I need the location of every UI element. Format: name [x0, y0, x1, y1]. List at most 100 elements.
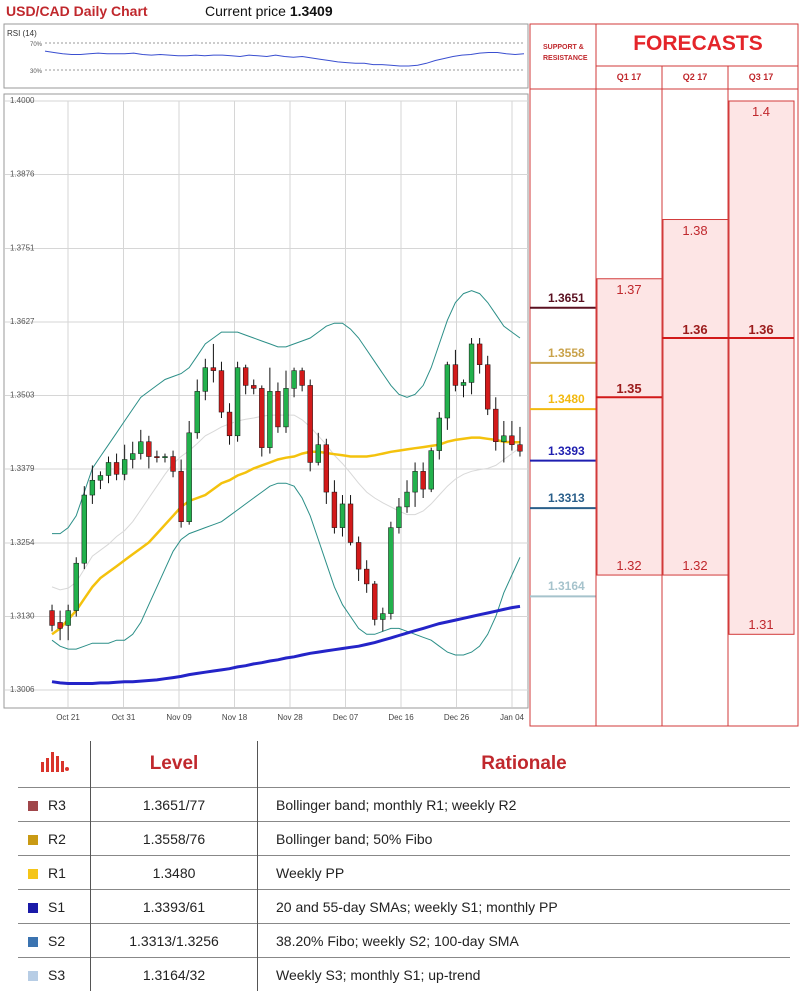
level-rationale: 38.20% Fibo; weekly S2; 100-day SMA — [257, 923, 790, 958]
forecast-ranges — [596, 100, 795, 635]
sr-level-label: 1.3558 — [548, 345, 585, 360]
candle-down — [476, 343, 483, 365]
candle-down — [485, 364, 491, 410]
table-header: Level Rationale — [18, 741, 790, 788]
rsi-line — [44, 50, 525, 67]
sr-level-label: 1.3480 — [548, 392, 585, 407]
candle-up — [404, 491, 410, 508]
candle-down — [49, 610, 55, 626]
level-name: R2 — [48, 830, 66, 847]
table-row: S3 1.3164/32 Weekly S3; monthly S1; up-tre… — [18, 957, 790, 991]
level-value: 1.3164/32 — [90, 957, 258, 991]
forecast-high-value: 1.37 — [616, 281, 642, 297]
y-tick-label: 1.3379 — [10, 464, 35, 473]
forecast-mid-value: 1.35 — [616, 381, 642, 397]
current-price: Current price 1.3409 — [205, 3, 333, 19]
candle-down — [113, 462, 120, 475]
level-value: 1.3313/1.3256 — [90, 923, 258, 958]
y-axis: 1.4000 1.3876 1.3751 1.3627 1.3503 1.3379 1.32… — [10, 96, 35, 694]
x-tick-label: Nov 28 — [277, 713, 303, 722]
level-swatch — [28, 868, 38, 879]
level-swatch — [28, 936, 38, 947]
bars-icon — [18, 741, 91, 788]
level-value: 1.3558/76 — [90, 821, 258, 856]
quarter-label-q2: Q2 17 — [682, 72, 708, 82]
candle-down — [493, 408, 499, 442]
forecast-range — [596, 278, 663, 576]
candle-up — [65, 610, 71, 626]
price-panel — [3, 93, 529, 709]
candle-up — [315, 444, 321, 463]
candle-down — [452, 364, 459, 386]
table-row: R2 1.3558/76 Bollinger band; 50% Fibo — [18, 821, 790, 856]
level-name: S2 — [48, 932, 66, 949]
candle-down — [154, 456, 160, 458]
candle-down — [420, 471, 426, 490]
candle-down — [299, 370, 305, 386]
candle-up — [234, 367, 241, 437]
level-name-cell: R2 — [18, 821, 91, 856]
level-swatch — [28, 800, 38, 811]
sr-level-label: 1.3313 — [548, 491, 585, 506]
candle-up — [444, 364, 451, 419]
forecast-low-value: 1.32 — [616, 558, 642, 574]
x-tick-label: Dec 07 — [333, 713, 359, 722]
level-name-cell: S2 — [18, 923, 91, 958]
forecast-mid-value: 1.36 — [748, 322, 774, 338]
sr-level-label: 1.3651 — [548, 290, 585, 305]
candle-up — [267, 391, 273, 448]
rationale-header: Rationale — [257, 741, 790, 788]
level-rationale: 20 and 55-day SMAs; weekly S1; monthly P… — [257, 889, 790, 924]
candle-up — [130, 453, 136, 460]
candle-up — [138, 441, 144, 454]
candle-down — [275, 391, 281, 428]
candles — [49, 338, 523, 641]
table-row: S1 1.3393/61 20 and 55-day SMAs; weekly S1… — [18, 889, 790, 924]
candle-down — [210, 367, 217, 371]
chart-svg: RSI (14) 70% 30% 1.4000 1.3876 1.3751 1.362… — [3, 23, 799, 727]
sma-55-line — [51, 436, 520, 636]
rsi-upper-label: 70% — [30, 42, 43, 48]
candle-up — [89, 479, 96, 496]
level-rationale: Weekly PP — [257, 855, 790, 890]
level-name: R1 — [48, 864, 66, 881]
bollinger-lower-line — [51, 482, 521, 656]
level-value: 1.3393/61 — [90, 889, 258, 924]
candle-up — [460, 382, 467, 386]
bollinger-upper-line — [52, 290, 521, 535]
candle-down — [517, 444, 523, 452]
forecast-range — [728, 100, 795, 635]
candle-down — [355, 542, 362, 570]
candle-up — [291, 370, 297, 389]
candle-up — [339, 503, 346, 528]
candle-down — [259, 388, 265, 448]
candle-up — [283, 388, 289, 428]
y-tick-label: 1.3503 — [10, 391, 35, 400]
forecast-high-value: 1.38 — [682, 222, 708, 238]
candle-up — [388, 527, 394, 614]
candle-down — [372, 583, 378, 620]
chart-title: USD/CAD Daily Chart — [6, 3, 148, 19]
y-tick-label: 1.3627 — [10, 317, 35, 326]
candle-down — [347, 503, 354, 543]
candle-up — [97, 475, 104, 481]
sr-level-label: 1.3164 — [548, 579, 585, 594]
candle-up — [501, 435, 507, 442]
table-row: S2 1.3313/1.3256 38.20% Fibo; weekly S2; 1… — [18, 923, 790, 958]
candle-up — [186, 432, 192, 522]
level-name: S3 — [48, 966, 66, 983]
candle-down — [226, 411, 233, 437]
candle-down — [178, 471, 184, 522]
candle-down — [218, 370, 225, 413]
y-tick-label: 1.3006 — [10, 685, 35, 694]
candle-up — [121, 459, 128, 475]
candle-up — [428, 450, 434, 490]
candle-down — [331, 491, 338, 528]
candle-up — [73, 562, 79, 611]
level-name: R3 — [48, 796, 66, 813]
candle-down — [57, 622, 63, 629]
candle-down — [242, 367, 249, 386]
level-value: 1.3480 — [90, 855, 258, 890]
level-rationale: Bollinger band; monthly R1; weekly R2 — [257, 787, 790, 822]
candle-up — [468, 343, 475, 383]
